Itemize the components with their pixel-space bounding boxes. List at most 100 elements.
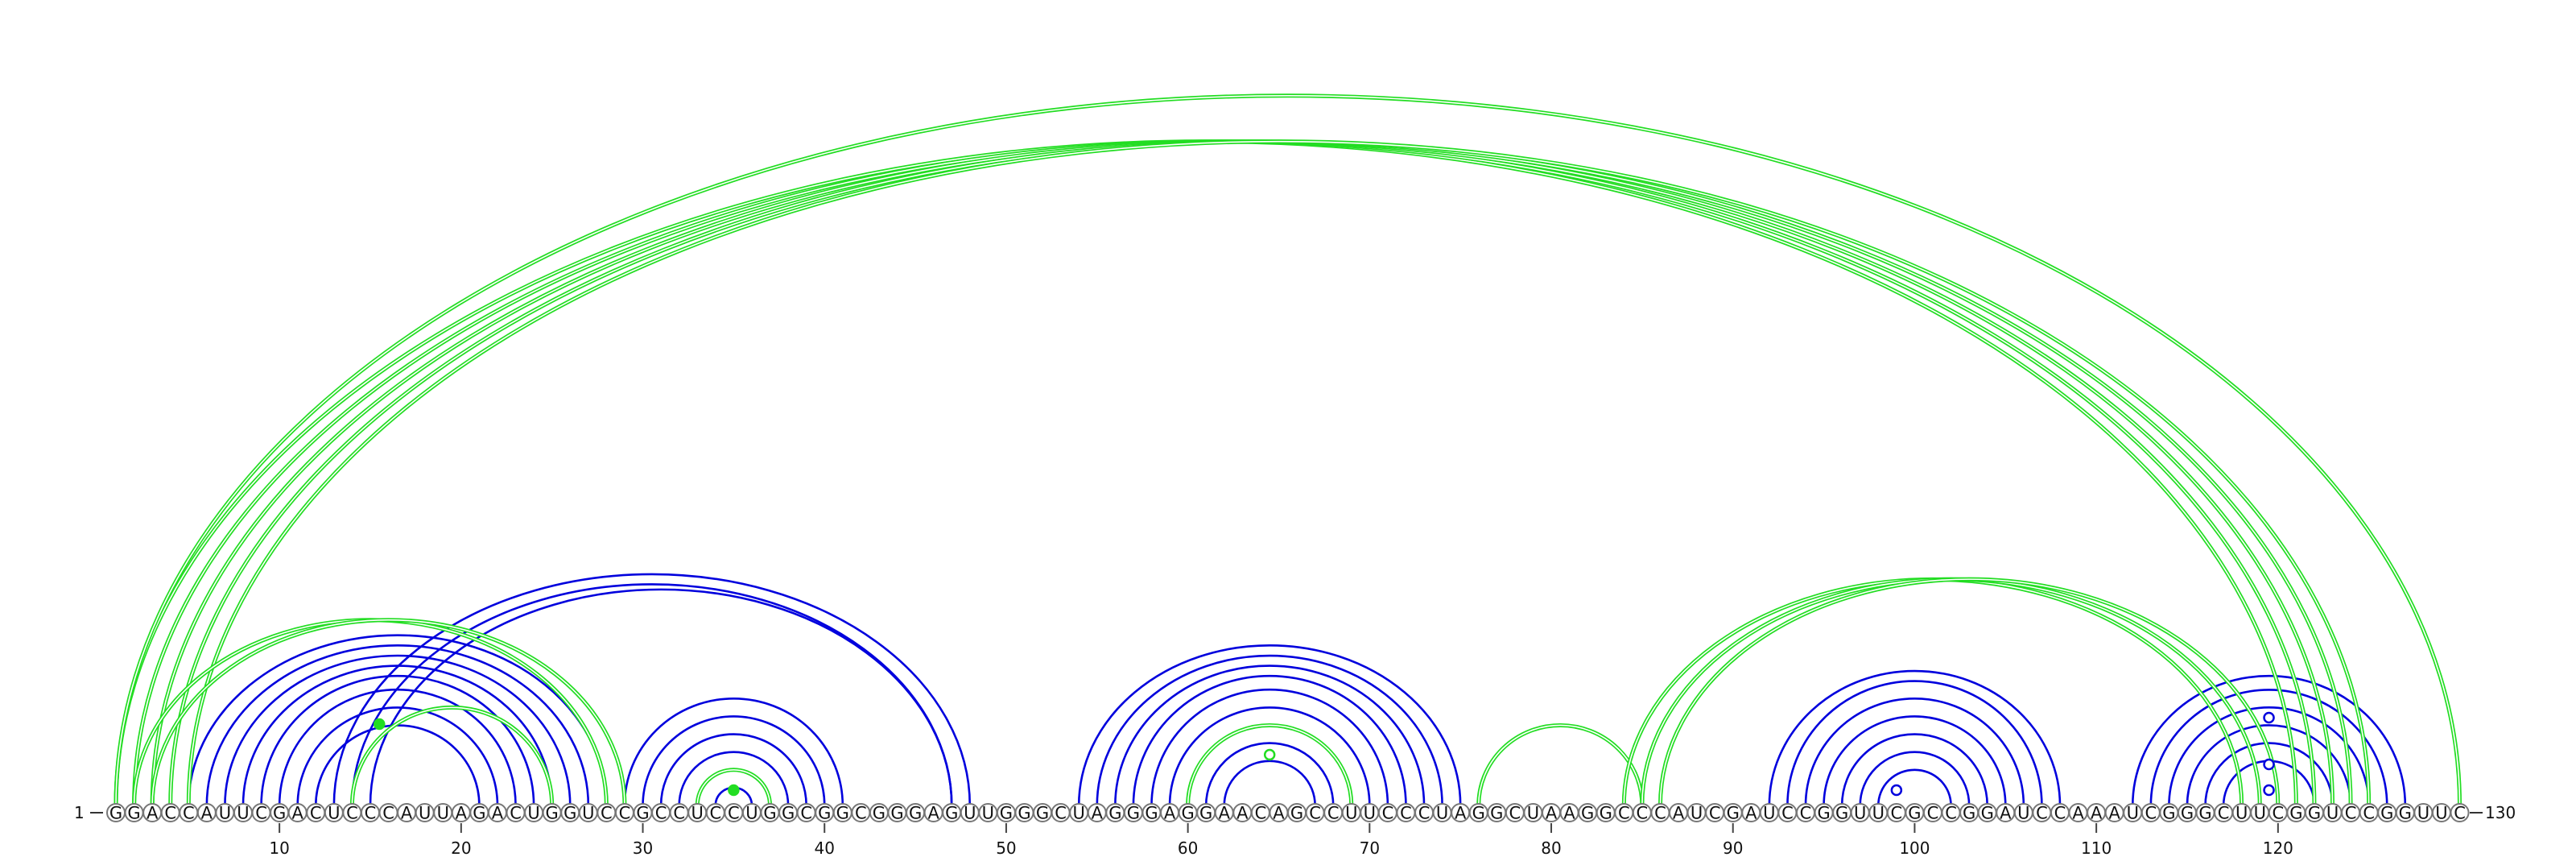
nucleotide-92: U — [1759, 803, 1779, 823]
green-arc-60-69 — [1186, 722, 1354, 806]
nucleotide-letter: G — [909, 804, 922, 823]
nucleotide-letter: G — [2181, 804, 2194, 823]
nucleotide-letter: C — [382, 804, 394, 823]
nucleotide-78: C — [1505, 803, 1525, 823]
nucleotide-76: G — [1468, 803, 1488, 823]
nucleotide-94: C — [1796, 803, 1816, 823]
nucleotide-126: G — [2377, 803, 2397, 823]
nucleotide-28: C — [597, 803, 617, 823]
nucleotide-72: C — [1396, 803, 1416, 823]
nucleotide-54: U — [1069, 803, 1089, 823]
green-arc-inner-3-123 — [151, 140, 2334, 806]
nucleotide-letter: A — [1563, 804, 1575, 823]
nucleotide-100: G — [1905, 803, 1925, 823]
nucleotide-108: C — [2050, 803, 2070, 823]
nucleotide-letter: G — [782, 804, 795, 823]
nucleotide-56: G — [1105, 803, 1125, 823]
nucleotide-letter: U — [2326, 804, 2339, 823]
nucleotide-35: C — [724, 803, 744, 823]
nucleotide-letter: A — [147, 804, 159, 823]
nucleotide-123: U — [2322, 803, 2343, 823]
arc-marker-3 — [1263, 748, 1276, 761]
tick-label-20: 20 — [451, 838, 471, 857]
nucleotide-79: U — [1523, 803, 1543, 823]
nucleotide-61: G — [1196, 803, 1216, 823]
nucleotide-64: C — [1250, 803, 1270, 823]
blue-arc-113-126 — [2149, 688, 2388, 806]
arc-marker-5 — [2263, 711, 2275, 724]
tick-label-90: 90 — [1723, 838, 1743, 857]
blue-arc-97-103 — [1859, 751, 1971, 806]
green-arc-inner-84-118 — [1623, 578, 2243, 806]
nucleotide-letter: A — [1273, 804, 1285, 823]
nucleotide-93: C — [1777, 803, 1798, 823]
nucleotide-letter: A — [927, 804, 939, 823]
nucleotide-letter: C — [2272, 804, 2284, 823]
nucleotide-114: G — [2159, 803, 2179, 823]
arc-marker-4 — [1890, 784, 1903, 797]
nucleotide-98: U — [1868, 803, 1889, 823]
blue-arc-114-125 — [2168, 706, 2370, 806]
nucleotide-letter: C — [1945, 804, 1957, 823]
nucleotide-116: G — [2195, 803, 2215, 823]
tick-label-40: 40 — [815, 838, 835, 857]
nucleotide-letter: C — [255, 804, 267, 823]
arc-marker-6 — [2263, 758, 2275, 771]
tick-label-50: 50 — [996, 838, 1016, 857]
arc-marker-2 — [728, 784, 740, 797]
nucleotide-letter: G — [2289, 804, 2302, 823]
nucleotide-letter: C — [673, 804, 685, 823]
green-arc-inner-1-121 — [115, 140, 2297, 806]
blue-arc-6-27 — [205, 644, 590, 806]
nucleotide-39: C — [796, 803, 816, 823]
nucleotide-letter: U — [691, 804, 704, 823]
nucleotide-letter: C — [1382, 804, 1394, 823]
blue-arc-59-70 — [1168, 706, 1371, 806]
nucleotide-letter: U — [1527, 804, 1539, 823]
nucleotide-letter: C — [2145, 804, 2157, 823]
nucleotide-letter: U — [2235, 804, 2248, 823]
nucleotide-111: A — [2104, 803, 2124, 823]
nucleotide-letter: G — [2399, 804, 2412, 823]
nucleotide-letter: U — [1436, 804, 1448, 823]
blue-arc-29-41 — [623, 697, 844, 806]
markers-layer — [374, 711, 2275, 797]
nucleotide-letter: G — [2308, 804, 2321, 823]
nucleotide-letter: C — [855, 804, 867, 823]
ticks-layer: 10 20 30 40 50 60 70 80 90 100 110 120 — [269, 823, 2293, 857]
nucleotide-118: U — [2231, 803, 2252, 823]
nucleotide-letter: U — [1345, 804, 1357, 823]
nucleotide-letter: C — [1654, 804, 1666, 823]
nucleotide-letter: U — [964, 804, 976, 823]
green-arc-1-130 — [116, 96, 2460, 805]
nucleotide-24: U — [524, 803, 544, 823]
nucleotide-71: C — [1377, 803, 1397, 823]
nucleotide-21: G — [469, 803, 489, 823]
nucleotide-letter: A — [1236, 804, 1249, 823]
nucleotide-41: G — [832, 803, 852, 823]
nucleotide-22: A — [487, 803, 507, 823]
nucleotide-14: C — [342, 803, 362, 823]
nucleotide-letter: G — [127, 804, 140, 823]
nucleotide-letter: G — [1018, 804, 1030, 823]
nucleotide-31: C — [651, 803, 671, 823]
nucleotide-letter: U — [527, 804, 539, 823]
nucleotide-letter: C — [1309, 804, 1321, 823]
nucleotide-27: U — [578, 803, 598, 823]
nucleotide-letter: G — [2198, 804, 2211, 823]
nucleotide-70: U — [1360, 803, 1380, 823]
nucleotide-letter: U — [2017, 804, 2029, 823]
nucleotide-letter: G — [564, 804, 576, 823]
tick-label-60: 60 — [1178, 838, 1198, 857]
nucleotide-letter: A — [1546, 804, 1558, 823]
nucleotide-letter: A — [292, 804, 304, 823]
nucleotide-letter: G — [1181, 804, 1194, 823]
nucleotide-53: C — [1051, 803, 1071, 823]
blue-arc-112-127 — [2131, 674, 2407, 806]
nucleotide-67: C — [1305, 803, 1325, 823]
blue-arc-54-75 — [1077, 644, 1462, 806]
nucleotide-letter: C — [2454, 804, 2466, 823]
nucleotide-letter: U — [2254, 804, 2266, 823]
nucleotide-13: U — [324, 803, 344, 823]
